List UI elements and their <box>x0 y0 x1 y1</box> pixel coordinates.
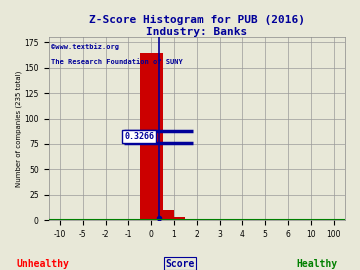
Bar <box>140 53 162 220</box>
Title: Z-Score Histogram for PUB (2016)
Industry: Banks: Z-Score Histogram for PUB (2016) Industr… <box>89 15 305 37</box>
Text: 0.3266: 0.3266 <box>124 132 154 141</box>
Y-axis label: Number of companies (235 total): Number of companies (235 total) <box>15 70 22 187</box>
Text: Unhealthy: Unhealthy <box>17 259 69 269</box>
Text: ©www.textbiz.org: ©www.textbiz.org <box>51 43 120 50</box>
Text: Score: Score <box>165 259 195 269</box>
Bar <box>162 217 185 220</box>
Text: Healthy: Healthy <box>296 259 337 269</box>
Bar <box>151 210 174 220</box>
Text: The Research Foundation of SUNY: The Research Foundation of SUNY <box>51 59 183 65</box>
